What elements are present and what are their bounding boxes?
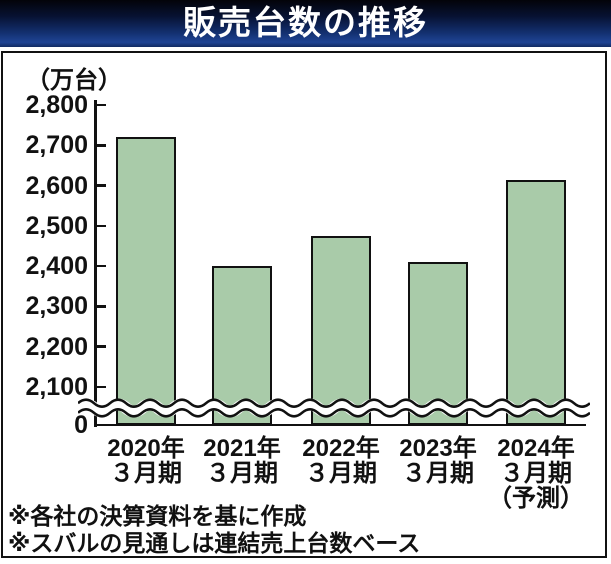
footnote-block: ※各社の決算資料を基に作成 ※スバルの見通しは連結売上台数ベース <box>8 503 420 557</box>
y-tick-mark <box>95 184 106 187</box>
y-tick-label: 2,300 <box>25 292 88 321</box>
y-origin-label: 0 <box>74 411 88 439</box>
x-tick-label-line: 2024年 <box>497 435 575 462</box>
x-tick-label-line: 2022年 <box>302 435 380 462</box>
x-tick-label-line: （予測） <box>488 485 584 512</box>
y-tick-mark <box>95 103 106 107</box>
y-tick-label: 2,400 <box>25 252 88 281</box>
x-tick-label-line: 2020年 <box>107 435 185 462</box>
x-tick-label-line: ３月期 <box>110 460 182 487</box>
x-tick-label: 2020年 ３月期 <box>71 436 221 486</box>
footnote-subaru-note: ※スバルの見通しは連結売上台数ベース <box>8 530 421 556</box>
chart-title: 販売台数の推移 <box>183 4 428 41</box>
y-tick-label: 2,700 <box>25 131 88 160</box>
x-tick-label-line: 2023年 <box>399 435 477 462</box>
y-tick-mark <box>95 144 106 147</box>
x-tick-label-line: ３月期 <box>500 460 572 487</box>
y-tick-label: 2,600 <box>25 171 88 200</box>
title-banner: 販売台数の推移 <box>0 0 611 47</box>
y-tick-mark <box>95 264 106 268</box>
axis-break-wave <box>78 398 590 418</box>
bar-2020年 <box>116 137 176 425</box>
bar-2021年 <box>212 266 272 425</box>
x-tick-label: 2022年 ３月期 <box>266 436 416 486</box>
y-tick-mark <box>95 305 106 308</box>
footnote-source: ※各社の決算資料を基に作成 <box>8 503 307 529</box>
bar-2023年 <box>408 262 468 425</box>
y-tick-label: 2,500 <box>25 211 88 240</box>
y-tick-label: 2,200 <box>25 332 88 361</box>
x-tick-label-line: ３月期 <box>402 460 474 487</box>
bar-2022年 <box>311 235 371 425</box>
y-tick-mark <box>95 345 106 348</box>
y-tick-label: 2,800 <box>25 91 88 119</box>
y-axis-line <box>94 100 97 427</box>
y-tick-label: 2,100 <box>25 373 88 401</box>
x-tick-label-line: ３月期 <box>206 460 278 487</box>
x-tick-label: 2023年 ３月期 <box>363 436 513 486</box>
y-tick-mark <box>95 224 106 228</box>
x-tick-label: 2021年 ３月期 <box>167 436 317 486</box>
bar-2024年 <box>506 179 566 425</box>
x-tick-label-line: 2021年 <box>203 435 281 462</box>
y-tick-mark <box>95 385 106 389</box>
x-tick-label: 2024年 ３月期 （予測） <box>461 436 611 511</box>
y-axis-unit-label: （万台） <box>26 67 122 94</box>
x-tick-label-line: ３月期 <box>305 460 377 487</box>
